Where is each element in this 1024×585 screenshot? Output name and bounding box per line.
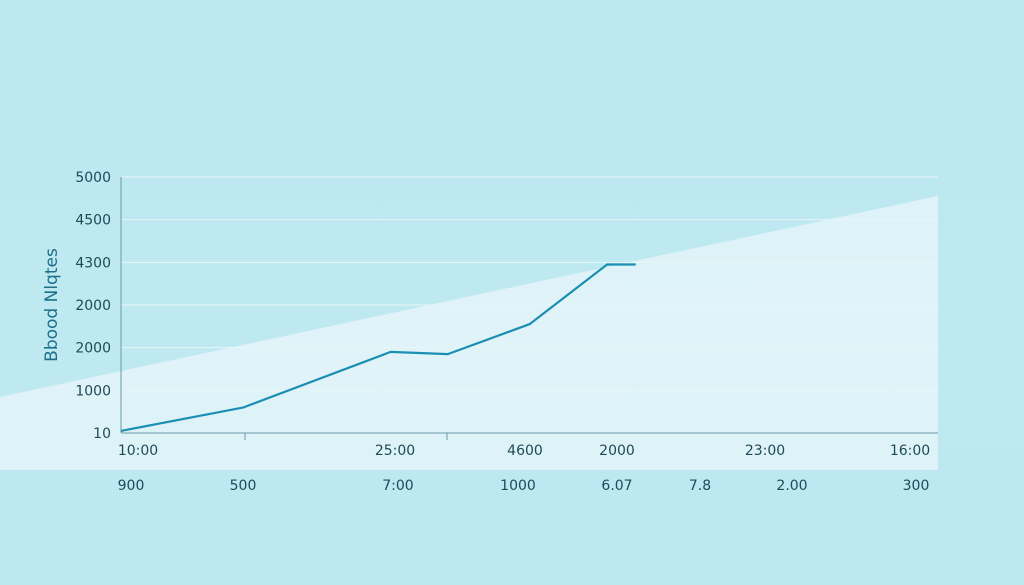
x-tick-label: 500	[230, 478, 257, 494]
x-tick-label: 900	[118, 478, 145, 494]
x-tick-label: 2000	[599, 443, 635, 459]
y-tick-label: 1000	[75, 383, 111, 399]
y-tick-label: 2000	[75, 341, 111, 357]
series-line	[120, 263, 636, 432]
x-tick-label: 16:00	[890, 443, 930, 459]
y-tick-label: 2000	[75, 298, 111, 314]
x-tick-label: 23:00	[745, 443, 785, 459]
x-tick-labels-row1: 10:00 25:00 4600 2000 23:00 16:00	[118, 443, 930, 459]
x-tick-label: 6.07	[601, 478, 632, 494]
x-tick-label: 300	[903, 478, 930, 494]
x-tick-label: 4600	[507, 443, 543, 459]
x-tick-label: 25:00	[375, 443, 415, 459]
x-tick-label: 2.00	[776, 478, 807, 494]
x-tick-labels-row2: 900 500 7:00 1000 6.07 7.8 2.00 300	[118, 478, 930, 494]
y-axis-label: Bbood Nlqtes	[42, 248, 62, 362]
highlight-band	[0, 196, 938, 470]
grid-lines	[121, 176, 938, 391]
x-tick-marks	[244, 433, 448, 440]
x-tick-label: 7:00	[382, 478, 413, 494]
x-tick-label: 7.8	[689, 478, 711, 494]
x-tick-label: 1000	[500, 478, 536, 494]
y-tick-labels: 10 1000 2000 2000 4300 4500 5000	[75, 170, 111, 442]
y-tick-label: 4500	[75, 213, 111, 229]
y-tick-label: 10	[93, 426, 111, 442]
x-tick-label: 10:00	[118, 443, 158, 459]
y-tick-label: 5000	[75, 170, 111, 186]
y-tick-label: 4300	[75, 255, 111, 271]
